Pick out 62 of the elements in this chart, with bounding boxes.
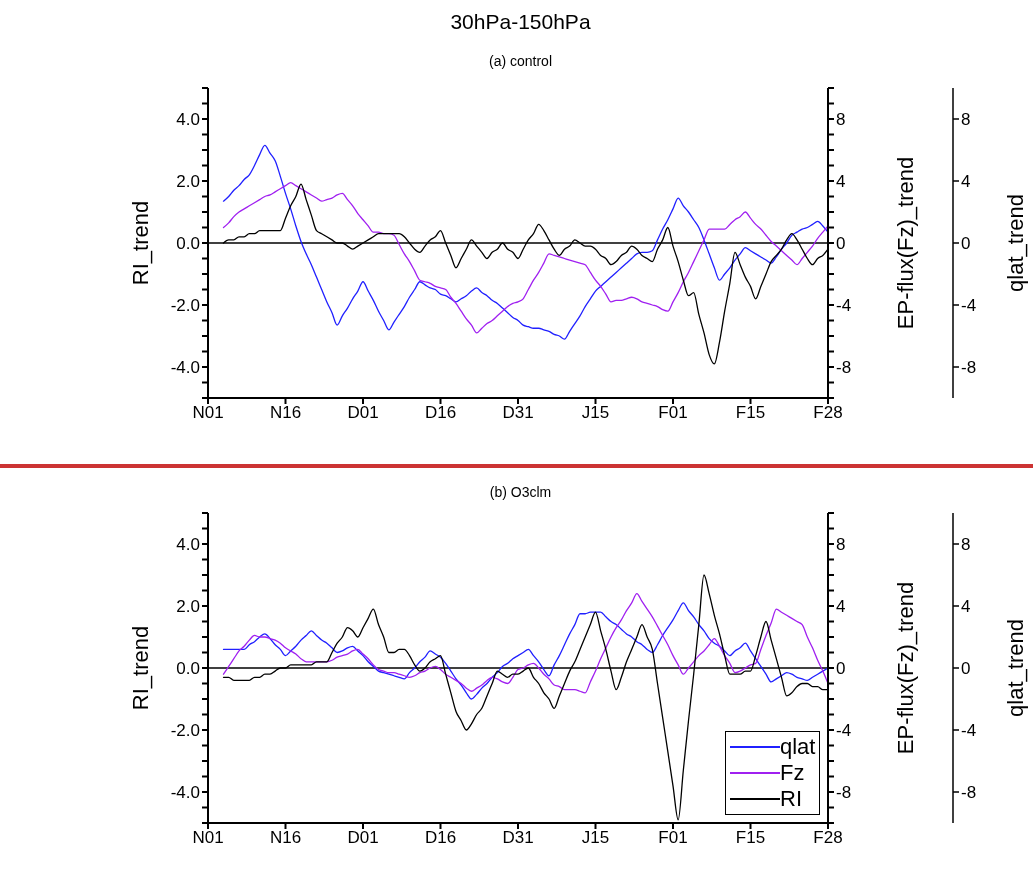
y2-tick-label: 0 xyxy=(836,234,846,254)
y3-tick-label: -8 xyxy=(961,358,977,378)
y3-tick-label: -4 xyxy=(961,296,977,316)
x-tick-label: N01 xyxy=(192,828,224,848)
x-tick-label: F15 xyxy=(735,403,766,423)
x-tick-label: F01 xyxy=(658,403,688,423)
x-tick-label: D01 xyxy=(347,828,379,848)
chart-title: (b) O3clm xyxy=(488,484,553,500)
y3-axis-title: qlat_trend xyxy=(1002,619,1028,717)
y-tick-label: 2.0 xyxy=(176,172,200,192)
chart-subtitle: (a) control xyxy=(488,53,553,69)
y2-tick-label: -8 xyxy=(836,783,852,803)
y2-tick-label: -8 xyxy=(836,358,852,378)
y3-tick-label: 4 xyxy=(961,172,971,192)
y3-tick-label: 8 xyxy=(961,110,971,130)
y-tick-label: -2.0 xyxy=(170,721,200,741)
y-tick-label: 0.0 xyxy=(176,659,200,679)
x-tick-label: D31 xyxy=(502,403,534,423)
y2-tick-label: -4 xyxy=(836,296,852,316)
line-series xyxy=(222,181,828,334)
y2-axis-title: EP-flux(Fz)_trend xyxy=(893,581,919,755)
y2-axis-title: EP-flux(Fz)_trend xyxy=(893,156,919,330)
x-tick-label: D01 xyxy=(347,403,379,423)
y2-tick-label: 0 xyxy=(836,659,846,679)
x-tick-label: F01 xyxy=(658,828,688,848)
x-tick-label: N01 xyxy=(192,403,224,423)
legend-label: Fz xyxy=(780,760,805,786)
y3-tick-label: 0 xyxy=(961,234,971,254)
legend-label: qlat xyxy=(780,734,816,760)
x-tick-label: D16 xyxy=(424,828,457,848)
chart-title: 30hPa-150hPa xyxy=(449,10,592,34)
y2-tick-label: 8 xyxy=(836,110,846,130)
y-tick-label: 4.0 xyxy=(176,535,200,555)
y2-tick-label: -4 xyxy=(836,721,852,741)
y-tick-label: -4.0 xyxy=(170,783,200,803)
y-tick-label: 4.0 xyxy=(176,110,200,130)
y-axis-title: RI_trend xyxy=(127,625,153,711)
x-tick-label: N16 xyxy=(269,828,302,848)
y-tick-label: -2.0 xyxy=(170,296,200,316)
y2-tick-label: 4 xyxy=(836,597,846,617)
legend-label: RI xyxy=(780,786,802,812)
y2-tick-label: 4 xyxy=(836,172,846,192)
y3-tick-label: 8 xyxy=(961,535,971,555)
x-tick-label: F15 xyxy=(735,828,766,848)
x-tick-label: D31 xyxy=(502,828,534,848)
y3-tick-label: -8 xyxy=(961,783,977,803)
y3-tick-label: 0 xyxy=(961,659,971,679)
y3-axis-title: qlat_trend xyxy=(1002,194,1028,292)
x-tick-label: D16 xyxy=(424,403,457,423)
y-axis-title: RI_trend xyxy=(127,200,153,286)
x-tick-label: J15 xyxy=(581,403,610,423)
y3-tick-label: 4 xyxy=(961,597,971,617)
line-series xyxy=(222,144,828,340)
y-tick-label: 0.0 xyxy=(176,234,200,254)
x-tick-label: F28 xyxy=(813,403,843,423)
x-tick-label: J15 xyxy=(581,828,610,848)
y-tick-label: -4.0 xyxy=(170,358,200,378)
x-tick-label: F28 xyxy=(813,828,843,848)
y-tick-label: 2.0 xyxy=(176,597,200,617)
x-tick-label: N16 xyxy=(269,403,302,423)
y3-tick-label: -4 xyxy=(961,721,977,741)
y2-tick-label: 8 xyxy=(836,535,846,555)
